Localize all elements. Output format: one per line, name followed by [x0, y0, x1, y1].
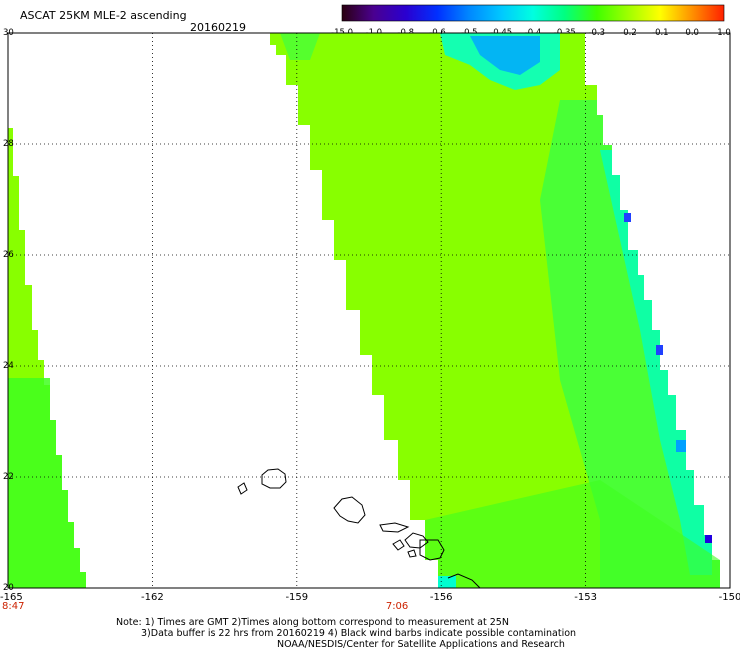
niihau-outline	[237, 482, 248, 495]
lon-label: -150	[719, 592, 740, 603]
lon-label: -153	[574, 592, 597, 603]
latitude-labels: 30 28 26 24 22 20	[3, 28, 14, 593]
oahu-outline	[333, 496, 366, 524]
molokai-outline	[379, 522, 410, 533]
lat-label: 22	[3, 472, 14, 482]
pass-times: 8:47 7:06	[2, 601, 408, 612]
pass-time-label: 7:06	[386, 601, 408, 612]
lanai-outline	[392, 539, 405, 551]
kahoolawe-outline	[407, 549, 417, 558]
right-swath	[270, 33, 720, 588]
lat-label: 30	[3, 28, 14, 38]
hawaii-big-island-coast	[447, 573, 481, 589]
lon-label: -162	[141, 592, 164, 603]
lat-label: 26	[3, 250, 14, 260]
note-line-2: 3)Data buffer is 22 hrs from 20160219 4)…	[141, 628, 576, 639]
longitude-labels: -165 -162 -159 -156 -153 -150	[0, 592, 740, 603]
lon-label: -165	[0, 592, 23, 603]
lon-label: -156	[430, 592, 453, 603]
note-line-3: NOAA/NESDIS/Center for Satellite Applica…	[277, 639, 565, 650]
lon-label: -159	[285, 592, 308, 603]
colorbar-gradient	[341, 4, 725, 22]
hawaiian-islands	[237, 468, 481, 589]
kauai-outline	[261, 468, 287, 489]
lat-label: 20	[3, 583, 14, 593]
figure-date: 20160219	[190, 21, 246, 34]
big-island-outline	[419, 539, 445, 561]
note-line-1: Note: 1) Times are GMT 2)Times along bot…	[116, 617, 509, 628]
figure-title: ASCAT 25KM MLE-2 ascending	[20, 9, 187, 22]
left-swath	[8, 128, 86, 588]
lat-label: 24	[3, 361, 14, 371]
map-frame	[7, 32, 731, 589]
maui-outline	[404, 532, 429, 549]
pass-time-label: 8:47	[2, 601, 24, 612]
lat-label: 28	[3, 139, 14, 149]
map-area	[7, 32, 731, 589]
